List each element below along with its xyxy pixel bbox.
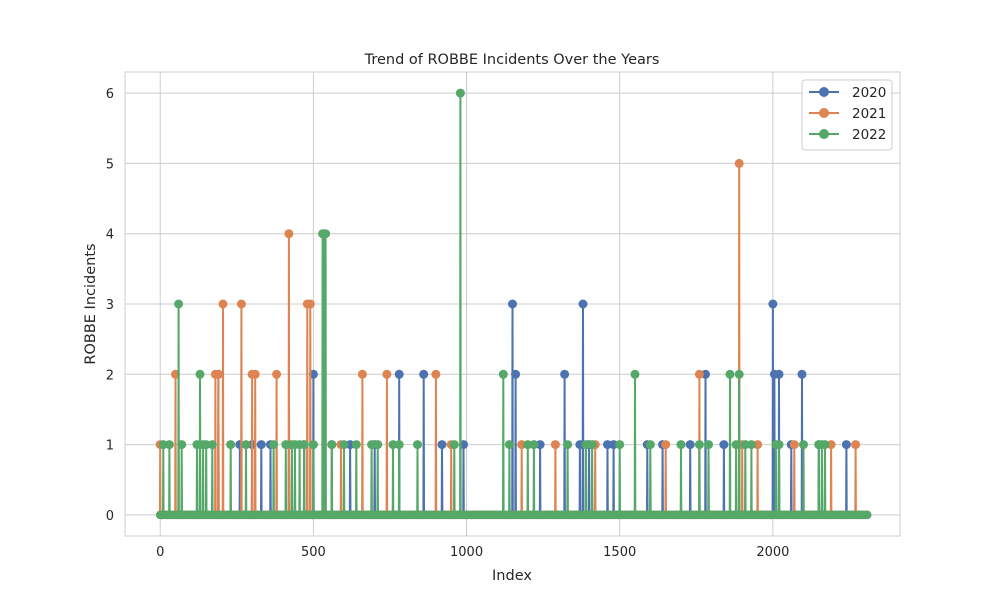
data-point xyxy=(797,369,807,379)
data-point xyxy=(529,440,539,450)
data-point xyxy=(226,440,236,450)
data-point xyxy=(719,440,729,450)
data-point xyxy=(661,440,671,450)
x-tick-label: 1500 xyxy=(603,545,636,560)
data-point xyxy=(731,440,741,450)
data-point xyxy=(615,440,625,450)
chart-title: Trend of ROBBE Incidents Over the Years xyxy=(364,52,660,68)
data-point xyxy=(299,440,309,450)
data-point xyxy=(357,369,367,379)
plot-frame xyxy=(124,71,901,537)
legend-marker-2021 xyxy=(819,108,829,118)
y-tick-label: 4 xyxy=(106,228,114,243)
data-point xyxy=(799,440,808,450)
data-point xyxy=(734,369,744,379)
data-point xyxy=(394,369,404,379)
data-point xyxy=(431,369,441,379)
x-tick-label: 500 xyxy=(301,545,326,560)
data-point xyxy=(174,299,184,309)
data-point xyxy=(694,440,704,450)
data-point xyxy=(256,440,266,450)
legend-marker-2020 xyxy=(819,87,829,97)
legend-marker-2022 xyxy=(819,129,829,139)
y-tick-label: 6 xyxy=(106,87,114,102)
legend-label-2020: 2020 xyxy=(852,85,886,101)
data-point xyxy=(321,229,331,239)
data-point xyxy=(218,299,228,309)
data-point xyxy=(373,440,383,450)
data-point xyxy=(676,440,686,450)
data-point xyxy=(498,369,508,379)
data-point xyxy=(789,440,799,450)
data-point xyxy=(250,369,260,379)
data-point xyxy=(177,440,187,450)
data-point xyxy=(734,158,744,168)
data-point xyxy=(774,440,784,450)
data-point xyxy=(284,229,294,239)
x-tick-labels: 0 500 1000 1500 2000 xyxy=(156,545,789,560)
data-point xyxy=(768,299,778,309)
data-point xyxy=(437,440,447,450)
y-tick-label: 5 xyxy=(106,157,114,172)
y-tick-labels: 0 1 2 3 4 5 6 xyxy=(106,87,114,524)
data-point xyxy=(305,299,315,309)
x-tick-label: 0 xyxy=(156,545,164,560)
data-point xyxy=(774,369,784,379)
data-point xyxy=(753,440,763,450)
data-point xyxy=(820,440,830,450)
data-point xyxy=(272,369,282,379)
legend-label-2022: 2022 xyxy=(852,127,886,143)
y-axis-label: ROBBE Incidents xyxy=(83,243,99,364)
data-point xyxy=(327,440,337,450)
y-tick-label: 3 xyxy=(106,298,114,313)
data-point xyxy=(560,369,570,379)
data-point xyxy=(563,440,573,450)
data-point xyxy=(308,440,318,450)
data-point xyxy=(388,440,398,450)
data-point xyxy=(630,369,640,379)
data-point xyxy=(704,440,713,450)
data-point xyxy=(195,369,205,379)
data-point xyxy=(455,88,465,98)
data-point xyxy=(504,440,514,450)
data-point xyxy=(841,440,851,450)
data-point xyxy=(269,440,279,450)
data-point xyxy=(241,440,251,450)
data-point xyxy=(863,510,872,520)
legend-label-2021: 2021 xyxy=(852,106,886,122)
data-point xyxy=(550,440,560,450)
series-2022 xyxy=(156,88,872,520)
data-point xyxy=(645,440,655,450)
legend: 2020 2021 2022 xyxy=(801,79,893,151)
series-layer xyxy=(155,88,872,520)
data-point xyxy=(694,369,704,379)
data-point xyxy=(382,369,392,379)
data-point xyxy=(339,440,349,450)
x-tick-label: 2000 xyxy=(756,545,789,560)
x-axis-label: Index xyxy=(492,568,532,584)
data-point xyxy=(394,440,404,450)
data-point xyxy=(851,440,861,450)
data-point xyxy=(207,440,217,450)
data-point xyxy=(419,369,429,379)
data-point xyxy=(587,440,597,450)
y-tick-label: 1 xyxy=(106,439,114,454)
data-point xyxy=(685,440,695,450)
y-tick-label: 0 xyxy=(106,509,114,524)
x-tick-label: 1000 xyxy=(450,545,483,560)
data-point xyxy=(413,440,422,450)
data-point xyxy=(511,369,521,379)
data-point xyxy=(236,299,246,309)
data-point xyxy=(449,440,459,450)
data-point xyxy=(746,440,756,450)
data-point xyxy=(164,440,174,450)
data-point xyxy=(535,440,545,450)
data-point xyxy=(725,369,735,379)
data-point xyxy=(578,299,588,309)
data-point xyxy=(351,440,361,450)
y-tick-label: 2 xyxy=(106,368,114,383)
data-point xyxy=(508,299,517,309)
data-point xyxy=(213,369,223,379)
